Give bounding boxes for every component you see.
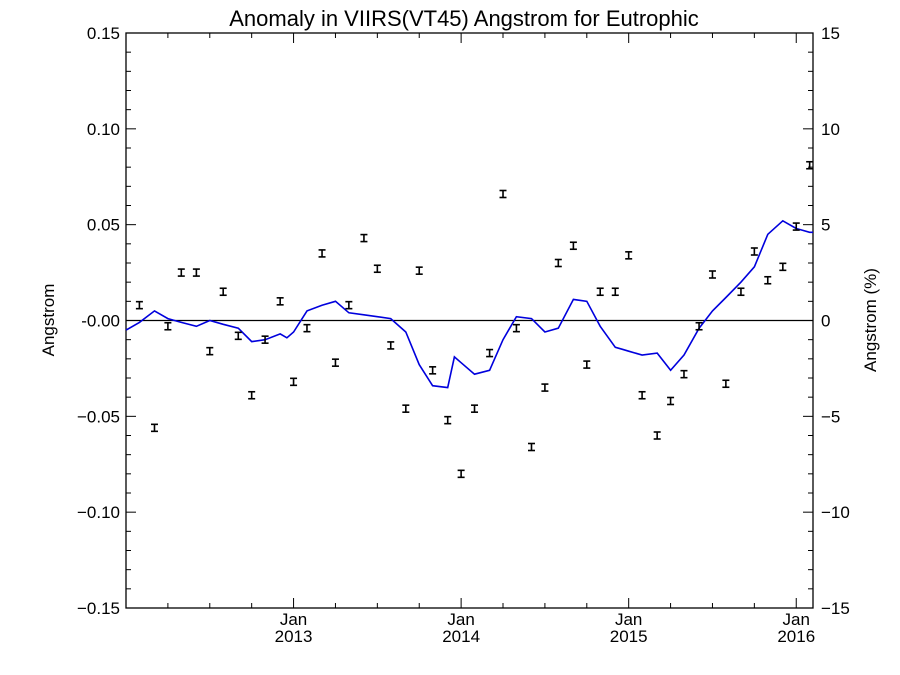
data-point: [373, 264, 381, 274]
x-tick-year: 2013: [275, 627, 313, 646]
data-point: [486, 348, 494, 358]
data-point: [512, 323, 520, 333]
y2-axis-label: Angstrom (%): [861, 268, 880, 372]
data-point: [276, 297, 284, 306]
y2-tick-label: 0: [821, 312, 830, 331]
data-point: [737, 287, 745, 297]
series-line: [125, 219, 813, 389]
data-point: [303, 323, 311, 333]
data-point: [248, 390, 256, 400]
y-tick-label: -0.00: [81, 312, 120, 331]
trend-line: [125, 219, 813, 389]
y2-tick-label: 15: [821, 24, 840, 43]
data-point: [290, 377, 298, 387]
data-point: [192, 268, 200, 277]
chart-title: Anomaly in VIIRS(VT45) Angstrom for Eutr…: [229, 6, 699, 31]
data-point: [695, 321, 703, 331]
x-tick-month: Jan: [783, 610, 810, 629]
data-point: [722, 379, 730, 389]
data-point: [806, 160, 814, 170]
data-point: [779, 262, 787, 272]
data-point: [471, 404, 479, 413]
y2-tick-label: −10: [821, 503, 850, 522]
plot-axes: 0.15 15 0.10 10 0.05 5 -0.00 0 −0.05 −5 −0.10 −10 −0…: [77, 24, 850, 646]
data-point: [583, 360, 591, 369]
data-point: [234, 331, 242, 341]
x-tick-year: 2016: [777, 627, 815, 646]
data-point: [415, 266, 423, 275]
data-point: [554, 258, 562, 268]
x-tick-month: Jan: [615, 610, 642, 629]
data-point: [261, 335, 269, 344]
data-point: [750, 247, 758, 256]
data-point: [625, 251, 633, 260]
error-bar-points: [135, 160, 814, 479]
data-point: [387, 341, 395, 350]
data-point: [667, 396, 675, 406]
data-point: [653, 431, 661, 440]
data-point: [764, 275, 772, 285]
y2-tick-label: −15: [821, 599, 850, 618]
y2-tick-label: −5: [821, 407, 840, 426]
data-point: [206, 346, 214, 356]
x-tick-month: Jan: [447, 610, 474, 629]
y-tick-label: 0.15: [87, 24, 120, 43]
data-point: [345, 300, 353, 310]
y-tick-label: −0.05: [77, 407, 120, 426]
data-point: [792, 222, 800, 231]
data-point: [457, 469, 465, 479]
y-tick-label: −0.10: [77, 503, 120, 522]
data-point: [429, 366, 437, 375]
data-point: [499, 189, 507, 199]
data-point: [177, 268, 185, 277]
data-point: [360, 233, 368, 243]
data-point: [638, 390, 646, 400]
data-point: [318, 249, 326, 258]
y-tick-label: 0.05: [87, 216, 120, 235]
x-tick-year: 2015: [610, 627, 648, 646]
data-point: [680, 369, 688, 379]
data-point: [596, 287, 604, 297]
data-point: [135, 300, 143, 310]
y2-tick-label: 5: [821, 216, 830, 235]
data-point: [708, 270, 716, 279]
data-point: [569, 241, 577, 251]
y-tick-label: −0.15: [77, 599, 120, 618]
x-tick-month: Jan: [280, 610, 307, 629]
data-point: [402, 404, 410, 413]
data-point: [150, 423, 158, 433]
data-point: [444, 415, 452, 425]
data-point: [164, 321, 172, 331]
y2-tick-label: 10: [821, 120, 840, 139]
y-tick-label: 0.10: [87, 120, 120, 139]
x-tick-year: 2014: [442, 627, 480, 646]
data-point: [527, 442, 535, 452]
data-point: [611, 287, 619, 297]
data-point: [541, 383, 549, 392]
data-point: [331, 358, 339, 367]
y-axis-label: Angstrom: [39, 284, 58, 357]
data-point: [219, 287, 227, 297]
